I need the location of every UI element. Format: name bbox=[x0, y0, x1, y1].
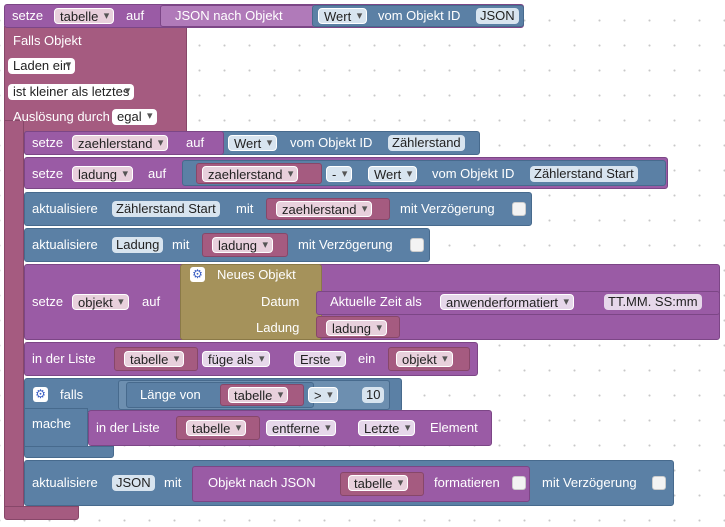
with-label: mit bbox=[164, 475, 182, 490]
delay-checkbox[interactable] bbox=[652, 476, 666, 490]
if-block-bottom bbox=[24, 446, 114, 458]
json-to-object-label: JSON nach Objekt bbox=[175, 8, 283, 23]
update-label: aktualisiere bbox=[32, 475, 98, 490]
zaehlerstand-var-dropdown[interactable]: zaehlerstand bbox=[202, 166, 299, 182]
from-id-label: vom Objekt ID bbox=[290, 135, 373, 150]
gear-icon[interactable]: ⚙ bbox=[190, 267, 205, 282]
delay-label: mit Verzögerung bbox=[542, 475, 637, 490]
objekt-var-dropdown[interactable]: objekt bbox=[396, 351, 453, 367]
object-id-field[interactable]: Zählerstand Start bbox=[112, 201, 220, 217]
object-to-json-label: Objekt nach JSON bbox=[208, 475, 316, 490]
value-dropdown[interactable]: Wert bbox=[318, 8, 368, 24]
to-label: auf bbox=[126, 8, 145, 23]
datum-key-label: Datum bbox=[261, 294, 300, 309]
falls-objekt-label: Falls Objekt bbox=[13, 33, 82, 48]
update-label: aktualisiere bbox=[32, 201, 98, 216]
comparator-dropdown[interactable]: > bbox=[308, 387, 338, 403]
number-field[interactable]: 10 bbox=[362, 387, 385, 403]
zaehlerstand-var-dropdown[interactable]: zaehlerstand bbox=[276, 201, 373, 217]
objekt-var-dropdown[interactable]: objekt bbox=[72, 294, 129, 310]
position-dropdown[interactable]: Erste bbox=[294, 351, 347, 367]
set-label: setze bbox=[12, 8, 44, 23]
update-label: aktualisiere bbox=[32, 237, 98, 252]
value-dropdown[interactable]: Wert bbox=[228, 135, 278, 151]
format-pattern-field[interactable]: TT.MM. SS:mm bbox=[604, 294, 702, 310]
tabelle-var-dropdown[interactable]: tabelle bbox=[348, 475, 409, 491]
current-time-label: Aktuelle Zeit als bbox=[330, 294, 422, 309]
new-object-label: Neues Objekt bbox=[217, 267, 296, 282]
object-id-field[interactable]: Zählerstand bbox=[388, 135, 465, 151]
action-dropdown[interactable]: füge als bbox=[202, 351, 270, 367]
laden-ein-option[interactable]: Laden ein bbox=[8, 58, 76, 74]
with-label: mit bbox=[236, 201, 254, 216]
delay-checkbox[interactable] bbox=[410, 238, 424, 252]
position-dropdown[interactable]: Letzte bbox=[358, 420, 416, 436]
delay-checkbox[interactable] bbox=[512, 202, 526, 216]
ladung-key-label: Ladung bbox=[256, 320, 300, 335]
trigger-block-rail bbox=[4, 120, 24, 516]
to-label: auf bbox=[148, 166, 167, 181]
set-label: setze bbox=[32, 294, 64, 309]
trigger-value-dropdown[interactable]: egal bbox=[112, 109, 157, 125]
zaehlerstand-var-dropdown[interactable]: zaehlerstand bbox=[72, 135, 169, 151]
trigger-block-bottom bbox=[4, 506, 79, 520]
tabelle-var-dropdown[interactable]: tabelle bbox=[186, 420, 247, 436]
trigger-by-label: Auslösung durch bbox=[13, 109, 110, 124]
operator-dropdown[interactable]: - bbox=[326, 166, 353, 182]
gear-icon[interactable]: ⚙ bbox=[33, 387, 48, 402]
delay-label: mit Verzögerung bbox=[298, 237, 393, 252]
set-label: setze bbox=[32, 135, 64, 150]
a-label: ein bbox=[358, 351, 376, 366]
object-id-field[interactable]: JSON bbox=[476, 8, 519, 24]
ladung-var-dropdown[interactable]: ladung bbox=[326, 320, 388, 336]
format-checkbox[interactable] bbox=[512, 476, 526, 490]
tabelle-var-dropdown[interactable]: tabelle bbox=[228, 387, 289, 403]
do-label: mache bbox=[32, 416, 72, 431]
value-dropdown[interactable]: Wert bbox=[368, 166, 418, 182]
to-label: auf bbox=[186, 135, 205, 150]
length-of-label: Länge von bbox=[140, 387, 201, 402]
tabelle-var-dropdown[interactable]: tabelle bbox=[54, 8, 115, 24]
in-list-label: in der Liste bbox=[32, 351, 96, 366]
delay-label: mit Verzögerung bbox=[400, 201, 495, 216]
action-dropdown[interactable]: entferne bbox=[266, 420, 336, 436]
from-id-label: vom Objekt ID bbox=[378, 8, 461, 23]
from-id-label: vom Objekt ID bbox=[432, 166, 515, 181]
ladung-var-dropdown[interactable]: ladung bbox=[212, 237, 274, 253]
with-label: mit bbox=[172, 237, 190, 252]
to-label: auf bbox=[142, 294, 161, 309]
in-list-label: in der Liste bbox=[96, 420, 160, 435]
format-dropdown[interactable]: anwenderformatiert bbox=[440, 294, 574, 310]
element-label: Element bbox=[430, 420, 478, 435]
object-id-field[interactable]: JSON bbox=[112, 475, 155, 491]
format-label: formatieren bbox=[434, 475, 500, 490]
ladung-var-dropdown[interactable]: ladung bbox=[72, 166, 134, 182]
compare-option[interactable]: ist kleiner als letztes bbox=[8, 84, 135, 100]
tabelle-var-dropdown[interactable]: tabelle bbox=[124, 351, 185, 367]
set-label: setze bbox=[32, 166, 64, 181]
if-label: falls bbox=[60, 387, 84, 402]
object-id-field[interactable]: Zählerstand Start bbox=[530, 166, 638, 182]
list-remove-block[interactable] bbox=[88, 410, 492, 446]
object-id-field[interactable]: Ladung bbox=[112, 237, 164, 253]
